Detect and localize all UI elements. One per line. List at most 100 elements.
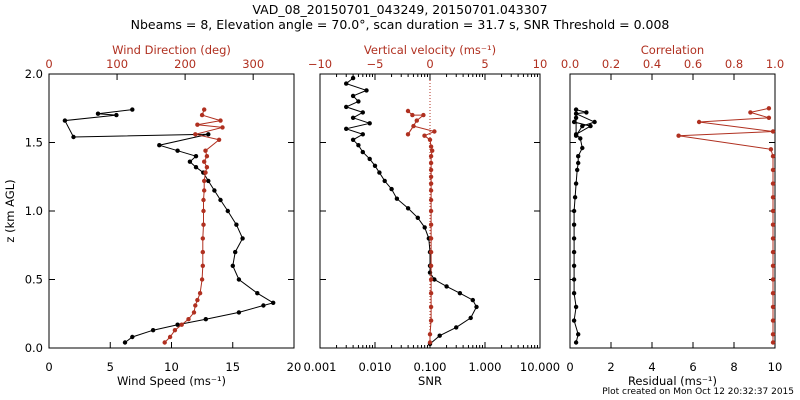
snr-snr-point <box>432 277 437 282</box>
snr-vertical-velocity-point <box>428 291 434 296</box>
wind-wind-direction-point <box>195 122 200 127</box>
wind-bottom-tick-label: 5 <box>107 360 114 374</box>
wind-wind-speed-point <box>206 132 211 137</box>
residual-residual-point <box>571 119 577 125</box>
wind-wind-speed-point <box>95 111 101 116</box>
wind-wind-direction-point <box>202 178 207 184</box>
wind-wind-direction-point <box>186 317 191 322</box>
snr-snr-point <box>437 333 442 338</box>
wind-wind-speed-point <box>230 263 235 268</box>
snr-snr-point <box>356 99 361 104</box>
wind-wind-speed-point <box>122 340 128 345</box>
snr-vertical-velocity-point <box>405 132 411 137</box>
snr-top-tick-label: −10 <box>308 57 332 71</box>
snr-snr-line <box>344 77 478 345</box>
snr-vertical-velocity-point <box>414 118 419 123</box>
snr-snr-point <box>454 325 459 330</box>
snr-vertical-velocity-point <box>427 332 433 337</box>
wind-wind-speed-point <box>225 208 230 214</box>
residual-residual-point <box>573 133 579 138</box>
residual-correlation-line <box>678 107 774 343</box>
residual-residual-point <box>573 304 579 310</box>
snr-vertical-velocity-point <box>422 133 427 138</box>
residual-residual-point <box>571 277 577 282</box>
snr-snr-point <box>444 284 449 289</box>
residual-correlation-point <box>770 208 776 214</box>
residual-bottom-tick-label: 0 <box>566 360 573 374</box>
residual-residual-point <box>580 145 585 151</box>
snr-vertical-velocity-point <box>430 148 435 153</box>
residual-correlation-point <box>770 236 776 241</box>
title-line-1: VAD_08_20150701_043249, 20150701.043307 <box>252 2 548 17</box>
residual-bottom-tick-label: 10 <box>768 360 783 374</box>
snr-snr-point <box>344 104 349 110</box>
snr-top-axis-label: Vertical velocity (ms⁻¹) <box>364 43 496 57</box>
wind-wind-direction-point <box>201 222 206 227</box>
wind-wind-speed-point <box>218 197 223 203</box>
snr-vertical-velocity-point <box>428 263 434 268</box>
residual-residual-point <box>592 119 597 125</box>
residual-residual-point <box>576 332 581 337</box>
wind-wind-speed-point <box>175 322 180 327</box>
figure-title: VAD_08_20150701_043249, 20150701.043307 … <box>0 2 800 32</box>
residual-bottom-axis-label: Residual (ms⁻¹) <box>628 374 717 388</box>
residual-correlation-point <box>770 304 776 310</box>
wind-wind-direction-point <box>199 112 205 118</box>
residual-residual-line <box>573 109 596 343</box>
snr-snr-point <box>415 215 420 220</box>
residual-top-tick-label: 0.0 <box>561 57 579 71</box>
wind-y-tick-label: 1.0 <box>25 204 43 218</box>
snr-bottom-tick-label: 0.001 <box>304 360 337 374</box>
snr-snr-point <box>367 156 372 162</box>
wind-y-tick-label: 0.0 <box>25 341 43 355</box>
wind-wind-direction-point <box>191 310 197 315</box>
wind-wind-speed-point <box>175 148 180 153</box>
wind-top-tick-label: 200 <box>174 57 196 71</box>
wind-wind-direction-point <box>203 148 208 153</box>
wind-bottom-tick-label: 20 <box>287 360 302 374</box>
wind-wind-speed-point <box>62 118 68 123</box>
snr-top-tick-label: 5 <box>481 57 488 71</box>
snr-vertical-velocity-point <box>428 222 434 227</box>
residual-correlation-point <box>770 222 776 227</box>
snr-snr-point <box>344 126 349 131</box>
residual-residual-point <box>580 123 585 129</box>
wind-wind-direction-point <box>201 197 206 203</box>
wind-y-tick-label: 0.5 <box>25 273 43 287</box>
wind-wind-speed-point <box>240 236 245 241</box>
residual-correlation-point <box>748 110 753 115</box>
residual-correlation-point <box>770 154 776 159</box>
snr-bottom-tick-label: 0.010 <box>359 360 392 374</box>
snr-vertical-velocity-point <box>428 154 434 159</box>
residual-bottom-tick-label: 4 <box>648 360 655 374</box>
snr-bottom-tick-label: 10.000 <box>520 360 560 374</box>
snr-vertical-velocity-point <box>432 129 437 134</box>
wind-y-tick-label: 1.5 <box>25 136 43 150</box>
residual-bottom-tick-label: 6 <box>689 360 696 374</box>
wind-bottom-tick-label: 15 <box>225 360 240 374</box>
snr-top-tick-label: −5 <box>367 57 384 71</box>
wind-wind-direction-point <box>200 236 205 241</box>
residual-residual-point <box>571 318 577 323</box>
residual-correlation-point <box>766 115 772 121</box>
snr-snr-point <box>405 206 411 211</box>
residual-residual-point <box>571 222 577 227</box>
wind-wind-direction-point <box>201 208 206 214</box>
residual-top-tick-label: 0.6 <box>684 57 702 71</box>
wind-wind-speed-point <box>130 334 135 340</box>
wind-top-tick-label: 300 <box>242 57 264 71</box>
wind-wind-speed-point <box>114 112 119 118</box>
residual-residual-point <box>571 291 577 296</box>
residual-residual-point <box>571 208 577 214</box>
wind-wind-speed-point <box>206 178 211 184</box>
snr-vertical-velocity-point <box>411 123 416 129</box>
snr-vertical-velocity-point <box>428 160 434 166</box>
wind-bottom-tick-label: 10 <box>164 360 179 374</box>
wind-wind-direction-point <box>193 303 198 308</box>
snr-vertical-velocity-point <box>427 340 433 345</box>
snr-vertical-velocity-point <box>405 108 411 114</box>
snr-vertical-velocity-point <box>428 167 434 173</box>
wind-wind-speed-point <box>150 328 156 333</box>
wind-wind-direction-point <box>200 263 205 268</box>
